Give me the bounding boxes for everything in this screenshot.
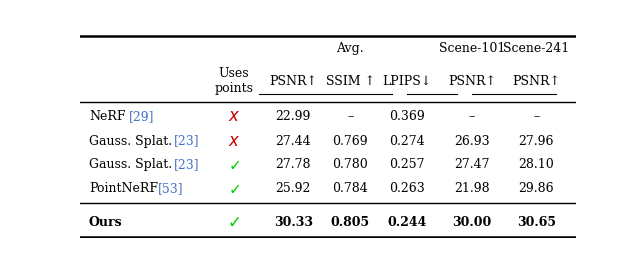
Text: PSNR↑: PSNR↑ bbox=[448, 75, 496, 88]
Text: $\checkmark$: $\checkmark$ bbox=[227, 213, 240, 231]
Text: 30.33: 30.33 bbox=[274, 216, 313, 229]
Text: 22.99: 22.99 bbox=[276, 110, 311, 123]
Text: 21.98: 21.98 bbox=[454, 182, 490, 195]
Text: SSIM ↑: SSIM ↑ bbox=[326, 75, 375, 88]
Text: 30.65: 30.65 bbox=[517, 216, 556, 229]
Text: 0.274: 0.274 bbox=[390, 135, 425, 147]
Text: PointNeRF: PointNeRF bbox=[89, 182, 158, 195]
Text: –: – bbox=[533, 110, 540, 123]
Text: 26.93: 26.93 bbox=[454, 135, 490, 147]
Text: Scene-101: Scene-101 bbox=[438, 42, 505, 55]
Text: $\mathit{x}$: $\mathit{x}$ bbox=[228, 107, 240, 125]
Text: 0.369: 0.369 bbox=[390, 110, 425, 123]
Text: 0.244: 0.244 bbox=[388, 216, 427, 229]
Text: 27.44: 27.44 bbox=[275, 135, 311, 147]
Text: Uses
points: Uses points bbox=[214, 67, 253, 95]
Text: Gauss. Splat.: Gauss. Splat. bbox=[89, 158, 172, 171]
Text: 0.784: 0.784 bbox=[332, 182, 368, 195]
Text: [29]: [29] bbox=[129, 110, 154, 123]
Text: 0.263: 0.263 bbox=[390, 182, 425, 195]
Text: Avg.: Avg. bbox=[337, 42, 364, 55]
Text: 0.805: 0.805 bbox=[331, 216, 370, 229]
Text: –: – bbox=[468, 110, 475, 123]
Text: 0.769: 0.769 bbox=[333, 135, 368, 147]
Text: 30.00: 30.00 bbox=[452, 216, 492, 229]
Text: 0.780: 0.780 bbox=[332, 158, 368, 171]
Text: $\mathit{x}$: $\mathit{x}$ bbox=[228, 132, 240, 150]
Text: PSNR↑: PSNR↑ bbox=[512, 75, 561, 88]
Text: 28.10: 28.10 bbox=[518, 158, 554, 171]
Text: $\checkmark$: $\checkmark$ bbox=[228, 181, 240, 196]
Text: 25.92: 25.92 bbox=[276, 182, 311, 195]
Text: [23]: [23] bbox=[174, 158, 200, 171]
Text: –: – bbox=[347, 110, 353, 123]
Text: [53]: [53] bbox=[157, 182, 183, 195]
Text: Scene-241: Scene-241 bbox=[503, 42, 570, 55]
Text: 27.96: 27.96 bbox=[518, 135, 554, 147]
Text: Ours: Ours bbox=[89, 216, 122, 229]
Text: 27.47: 27.47 bbox=[454, 158, 490, 171]
Text: 27.78: 27.78 bbox=[276, 158, 311, 171]
Text: 29.86: 29.86 bbox=[518, 182, 554, 195]
Text: LPIPS↓: LPIPS↓ bbox=[383, 75, 432, 88]
Text: 0.257: 0.257 bbox=[390, 158, 425, 171]
Text: [23]: [23] bbox=[174, 135, 200, 147]
Text: Gauss. Splat.: Gauss. Splat. bbox=[89, 135, 172, 147]
Text: NeRF: NeRF bbox=[89, 110, 125, 123]
Text: PSNR↑: PSNR↑ bbox=[269, 75, 317, 88]
Text: $\checkmark$: $\checkmark$ bbox=[228, 157, 240, 172]
